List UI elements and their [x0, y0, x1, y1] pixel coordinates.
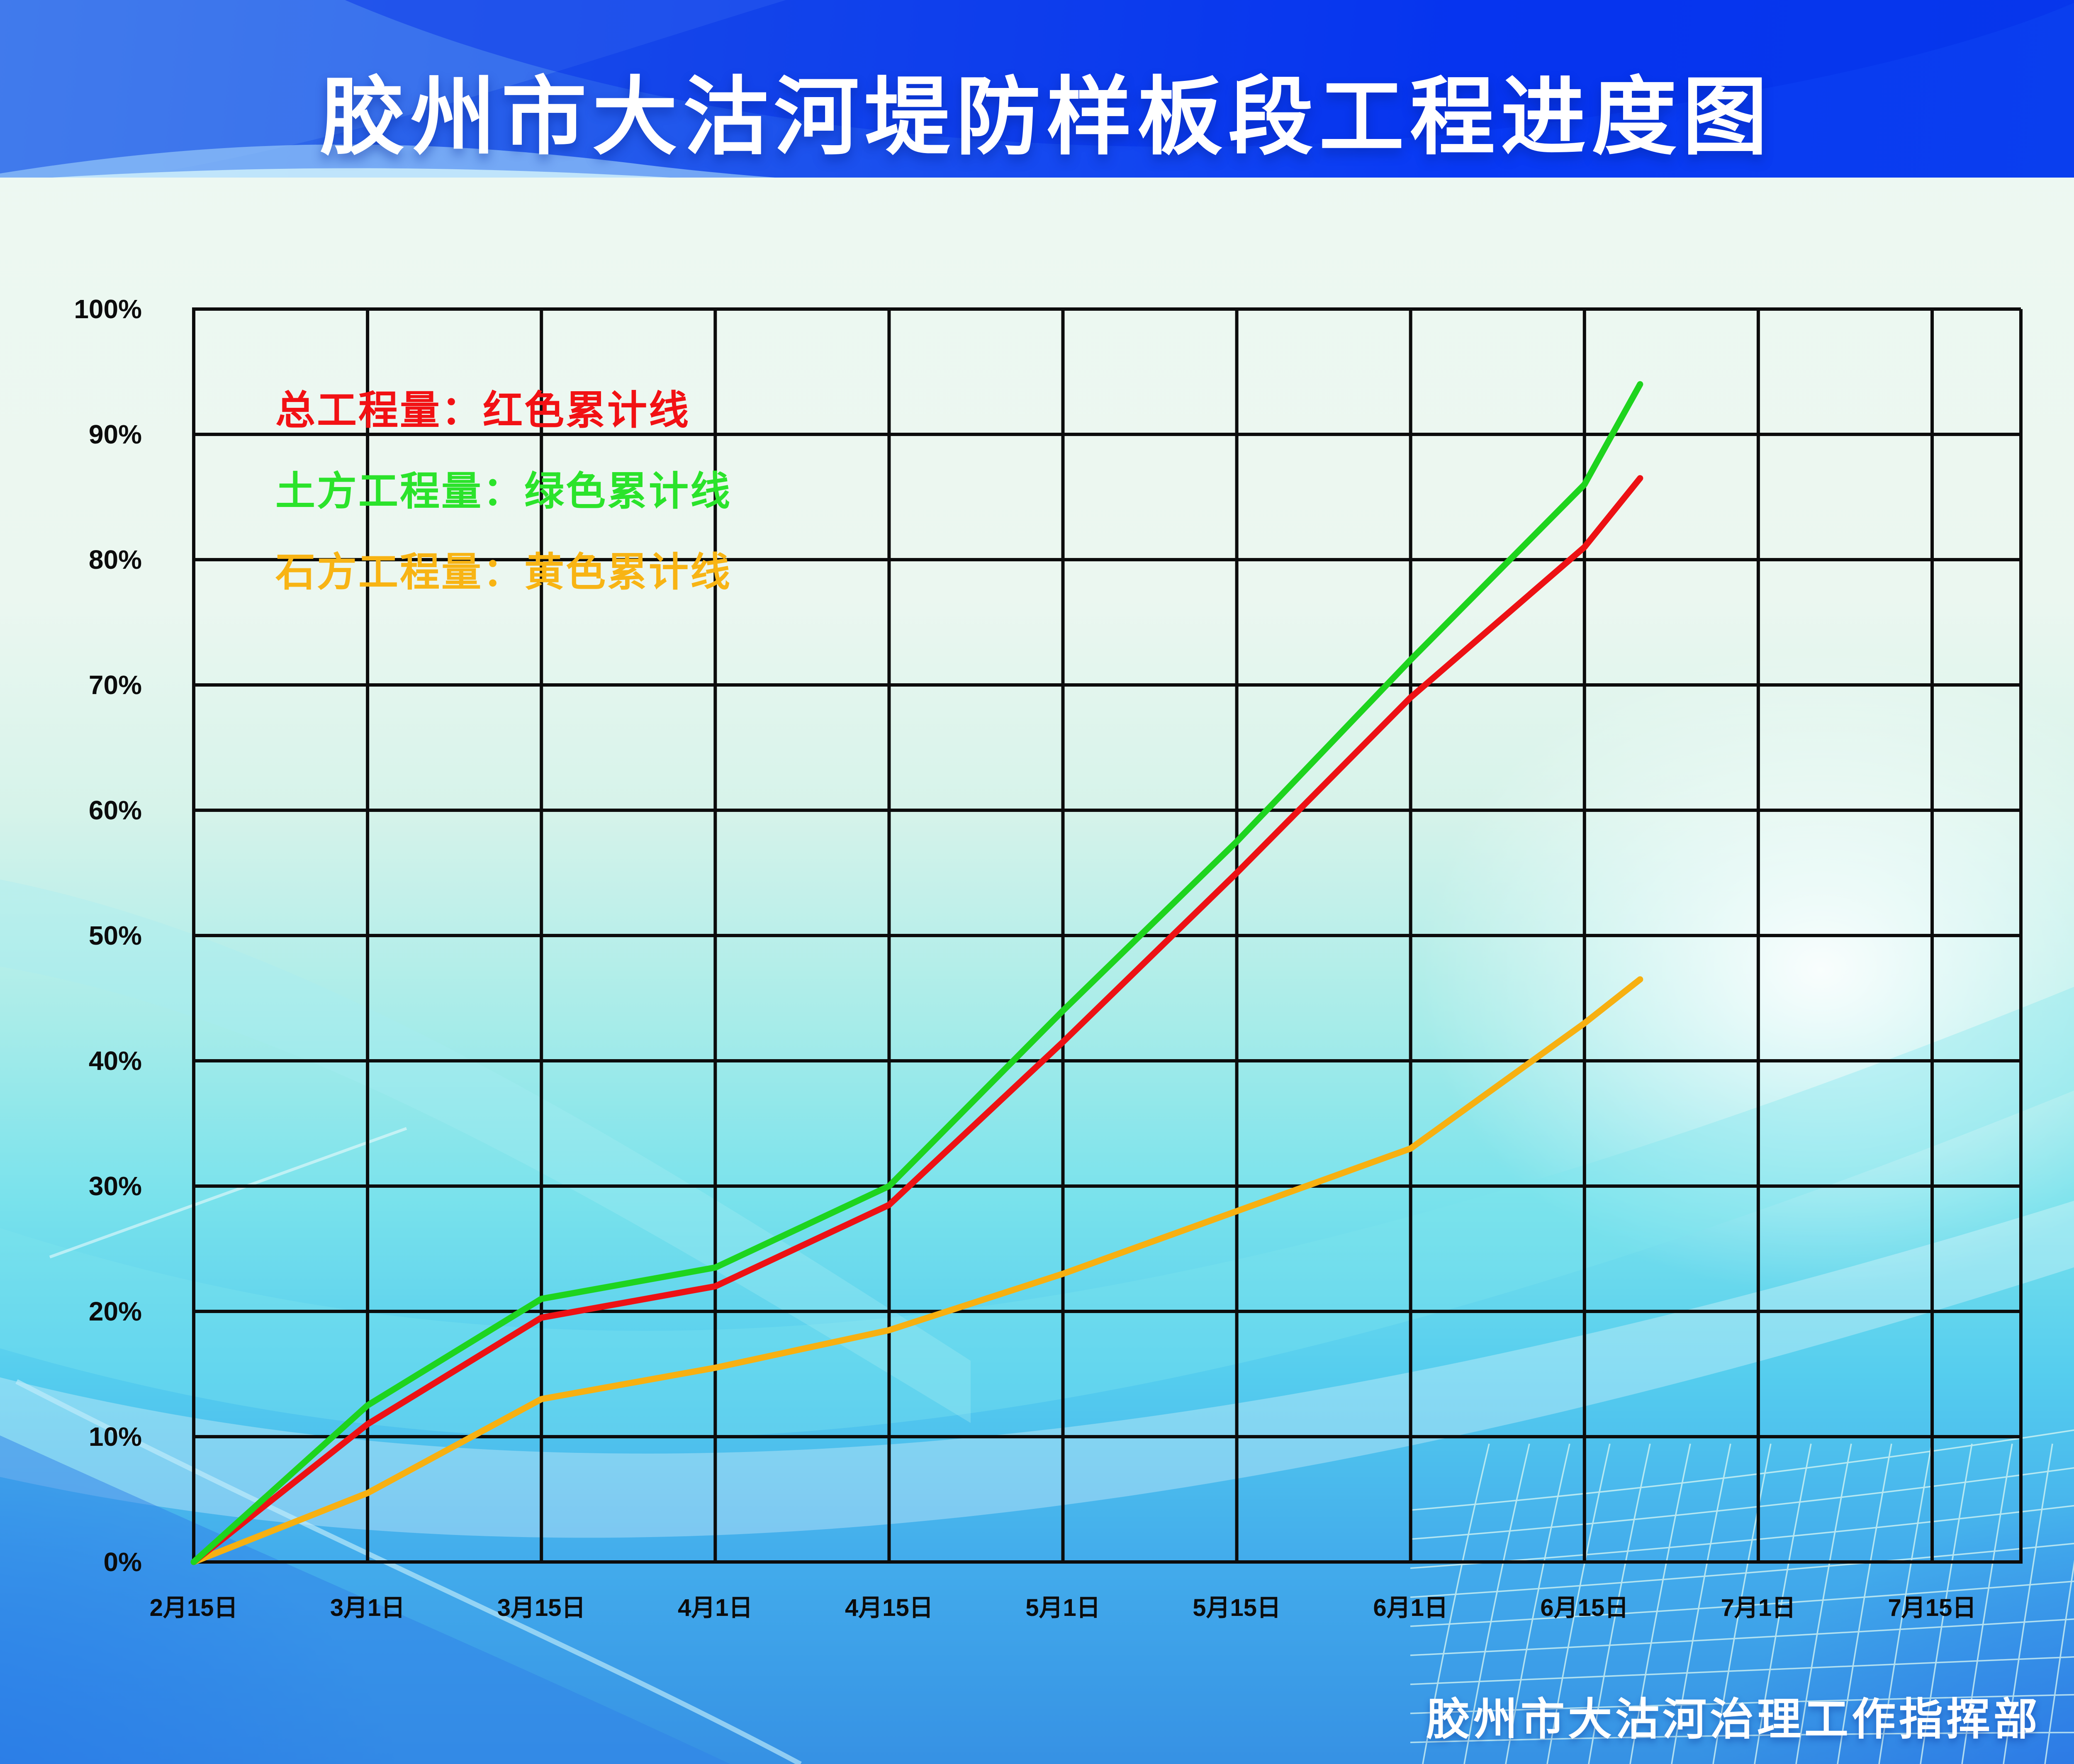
- y-tick-label: 60%: [88, 795, 142, 825]
- series-line-1: [190, 381, 1643, 1565]
- x-tick-label: 4月15日: [845, 1594, 933, 1621]
- x-tick-label: 7月1日: [1721, 1594, 1796, 1621]
- x-tick-label: 5月15日: [1193, 1594, 1281, 1621]
- x-tick-label: 5月1日: [1025, 1594, 1100, 1621]
- y-tick-label: 90%: [88, 419, 142, 449]
- x-tick-label: 2月15日: [149, 1594, 238, 1621]
- y-tick-label: 40%: [88, 1046, 142, 1076]
- y-tick-label: 70%: [88, 670, 142, 700]
- page-title: 胶州市大沽河堤防样板段工程进度图: [320, 70, 1773, 165]
- legend-item: 总工程量：红色累计线: [275, 388, 690, 433]
- swoosh-ribbons: [0, 880, 2074, 1764]
- y-tick-label: 20%: [88, 1296, 142, 1326]
- y-tick-label: 10%: [88, 1422, 142, 1452]
- y-tick-label: 100%: [74, 294, 142, 324]
- x-tick-label: 7月15日: [1888, 1594, 1977, 1621]
- x-tick-label: 6月15日: [1540, 1594, 1629, 1621]
- y-tick-label: 50%: [88, 921, 142, 950]
- chart-legend: 总工程量：红色累计线 土方工程量：绿色累计线 石方工程量：黄色累计线: [275, 391, 732, 633]
- x-tick-label: 3月1日: [330, 1594, 405, 1621]
- x-tick-label: 4月1日: [678, 1594, 753, 1621]
- y-tick-label: 80%: [88, 545, 142, 575]
- legend-item: 土方工程量：绿色累计线: [275, 469, 732, 514]
- x-tick-label: 3月15日: [497, 1594, 586, 1621]
- y-tick-label: 30%: [88, 1171, 142, 1201]
- y-tick-label: 0%: [103, 1547, 142, 1577]
- banner-decoration: [0, 0, 2074, 178]
- banner: 胶州市大沽河堤防样板段工程进度图: [0, 0, 2074, 178]
- grid-lines: [192, 307, 2023, 1564]
- x-tick-label: 6月1日: [1373, 1594, 1448, 1621]
- legend-item: 石方工程量：黄色累计线: [275, 550, 732, 594]
- footer-credit: 胶州市大沽河治理工作指挥部: [1426, 1695, 2041, 1744]
- series-line-0: [190, 475, 1643, 1565]
- series-line-2: [190, 976, 1643, 1565]
